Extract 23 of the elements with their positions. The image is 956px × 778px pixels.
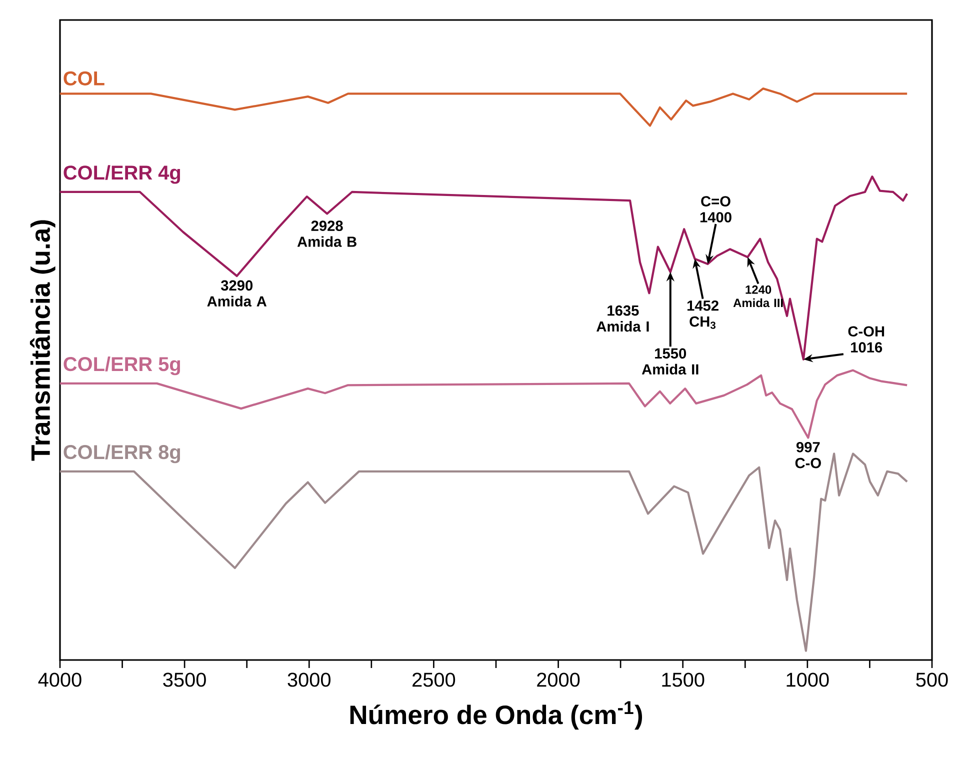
- x-tick-label: 1000: [786, 672, 829, 687]
- x-tick-label: 4000: [38, 672, 82, 687]
- x-tick-label: 3500: [163, 672, 206, 687]
- series-label: COL: [64, 71, 104, 86]
- series-label: COL/ERR 4g: [64, 165, 180, 184]
- x-tick-label: 3000: [288, 672, 330, 687]
- annotation: 997 C-O: [795, 442, 821, 468]
- annotation: 1635 Amida I: [596, 305, 649, 332]
- annotation: 3290 Amida A: [207, 280, 267, 307]
- annotation: 2928 Amida B: [297, 220, 356, 247]
- annotation: 1240 Amida III: [733, 285, 783, 308]
- x-tick-label: 2500: [412, 672, 456, 687]
- y-axis-title: Transmitância (u.a): [30, 220, 56, 461]
- annotation: C=O 1400: [700, 196, 732, 222]
- x-tick-label: 2000: [537, 672, 580, 687]
- annotation: 1550 Amida II: [642, 348, 698, 375]
- x-axis-title: Número de Onda (cm$^{-1}$): [350, 701, 642, 730]
- annotation: 1452 CH$_{3}$: [687, 300, 718, 329]
- x-tick-label: 1500: [662, 672, 704, 687]
- series-label: COL/ERR 5g: [64, 356, 180, 376]
- series-label: COL/ERR 8g: [64, 444, 180, 464]
- annotation: C-OH 1016: [848, 326, 884, 352]
- x-tick-label: 500: [916, 672, 948, 687]
